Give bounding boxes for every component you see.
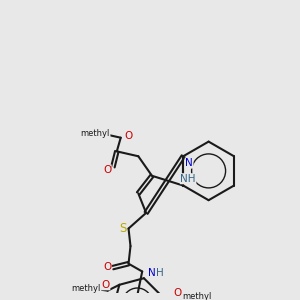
Text: methyl: methyl (71, 284, 101, 293)
Text: O: O (173, 288, 181, 298)
Text: H: H (156, 268, 164, 278)
Text: N: N (185, 158, 193, 168)
Text: O: O (102, 280, 110, 290)
Text: methyl: methyl (182, 292, 212, 300)
Text: S: S (119, 222, 126, 235)
Text: methyl: methyl (81, 129, 110, 138)
Text: N: N (148, 268, 156, 278)
Text: NH: NH (180, 174, 196, 184)
Text: O: O (124, 131, 133, 141)
Text: O: O (103, 165, 111, 175)
Text: O: O (103, 262, 111, 272)
